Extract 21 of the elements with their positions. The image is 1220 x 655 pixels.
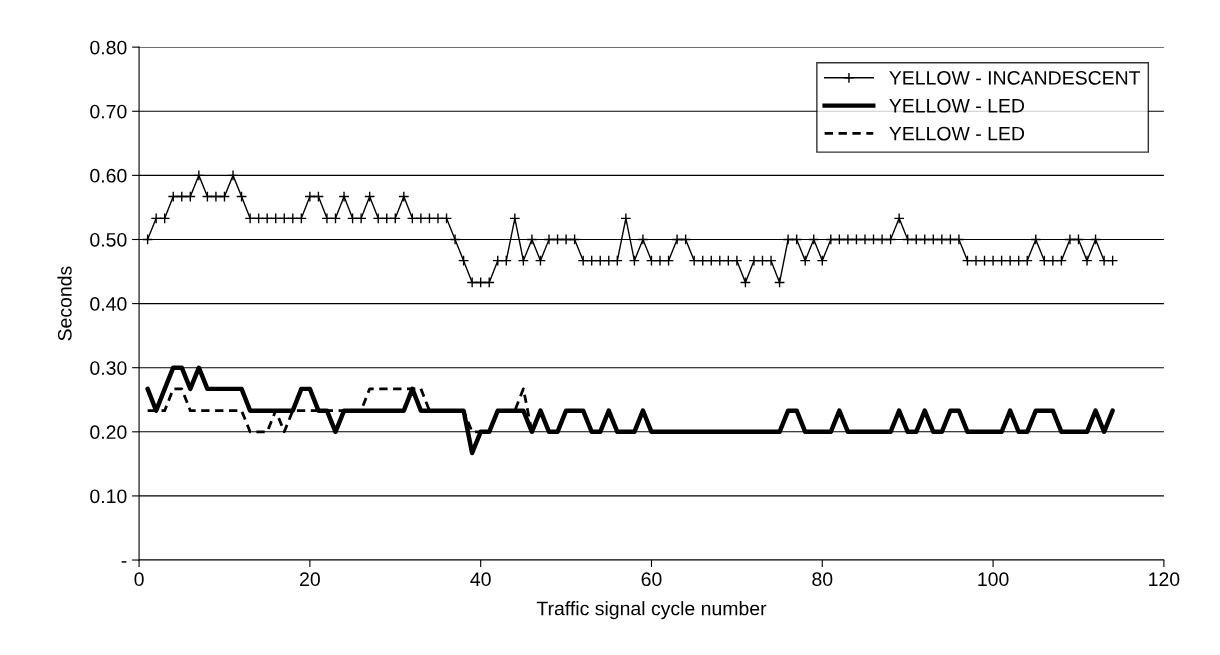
y-tick-label: 0.20 — [90, 425, 127, 440]
legend-label: YELLOW - LED — [889, 98, 1025, 113]
x-tick-label: 120 — [1149, 572, 1180, 587]
y-tick-label: 0.70 — [90, 104, 127, 119]
y-tick-label: - — [121, 561, 127, 563]
x-tick-label: 20 — [300, 572, 320, 587]
y-tick-label: 0.50 — [90, 232, 127, 247]
x-tick-label: 60 — [641, 572, 662, 587]
y-tick-label: 0.40 — [90, 297, 127, 311]
y-tick-label: 0.30 — [90, 361, 127, 375]
x-tick-label: 80 — [812, 572, 833, 587]
y-tick-label: 0.80 — [90, 40, 127, 55]
x-tick-label: 0 — [134, 572, 144, 587]
x-axis-title: Traffic signal cycle number — [536, 601, 767, 620]
y-tick-label: 0.10 — [90, 489, 127, 504]
y-tick-label: 0.60 — [90, 168, 127, 183]
x-tick-label: 40 — [470, 572, 491, 587]
legend-label: YELLOW - LED — [889, 126, 1025, 141]
y-axis-title: Seconds — [57, 266, 72, 341]
legend-label: YELLOW - INCANDESCENT — [889, 71, 1141, 85]
x-tick-label: 100 — [978, 572, 1009, 587]
